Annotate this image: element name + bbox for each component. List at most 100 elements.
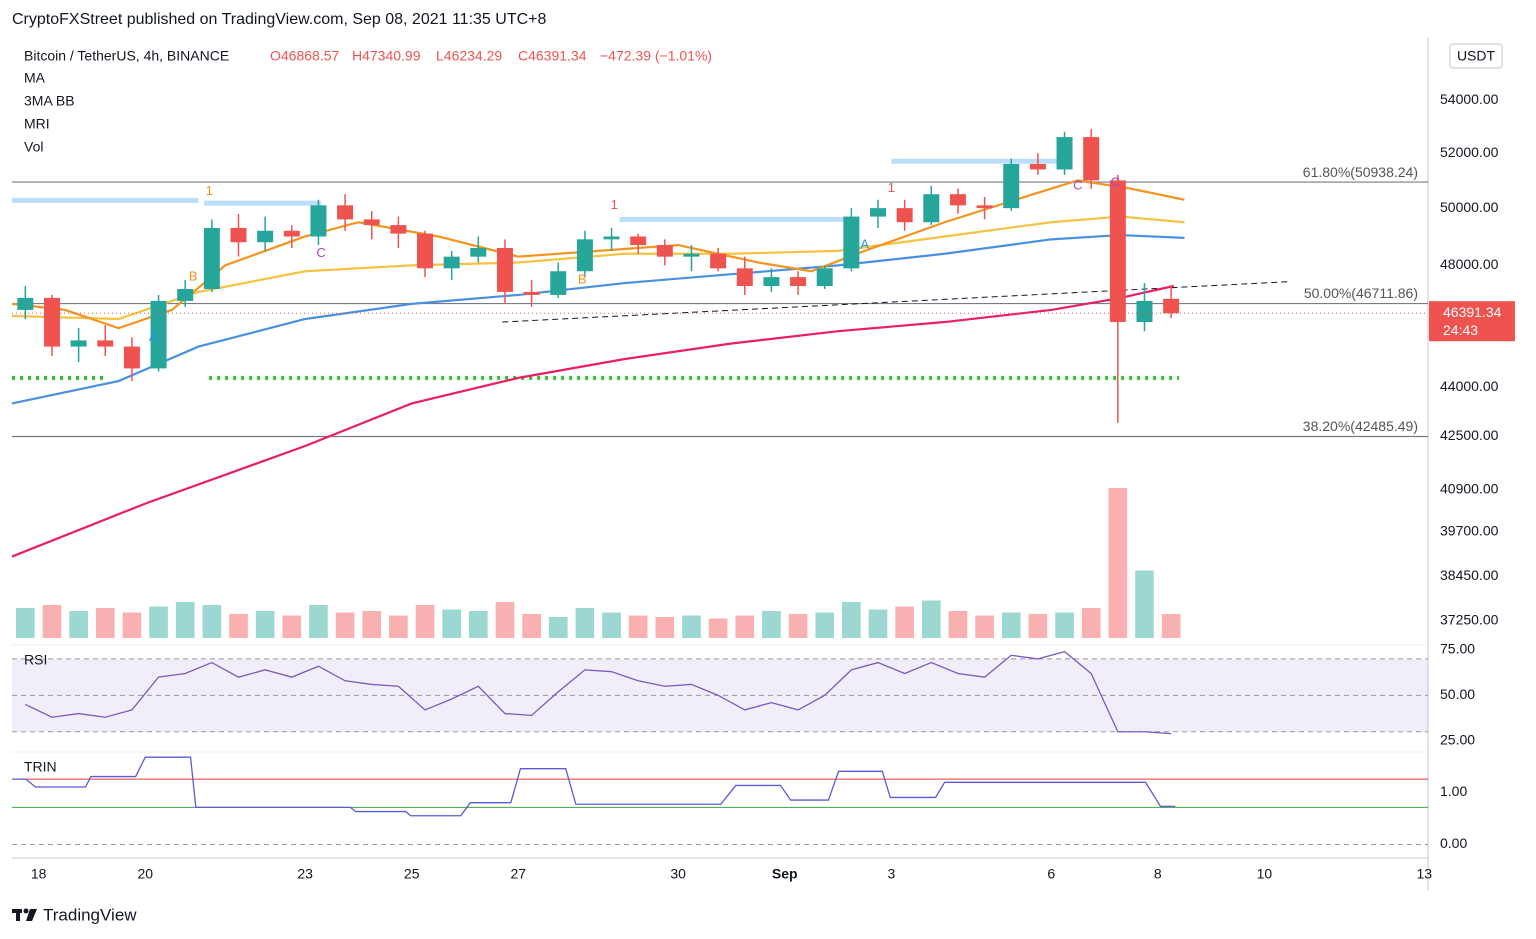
volume-bar (309, 605, 328, 638)
footer-brand: TradingView (43, 905, 137, 924)
trend-line (502, 281, 1292, 323)
candle-body (523, 291, 540, 295)
candle-body (630, 236, 647, 246)
ohlc-value: L46234.29 (436, 48, 502, 64)
y-tick-label: 40900.00 (1440, 481, 1499, 497)
y-tick-label: 37250.00 (1440, 612, 1499, 628)
volume-bar (175, 602, 195, 638)
y-tick-label: 48000.00 (1440, 256, 1499, 272)
candle-body (203, 227, 220, 289)
y-tick-label: 38450.00 (1440, 567, 1499, 583)
candle-body (1003, 163, 1020, 209)
candle-body (230, 227, 247, 243)
rsi-tick-label: 75.00 (1440, 641, 1475, 657)
signal-marker: C (316, 245, 325, 260)
rsi-tick-label: 50.00 (1440, 686, 1475, 702)
signal-marker: 1 (611, 197, 618, 212)
y-tick-label: 52000.00 (1440, 144, 1499, 160)
logo-part (23, 908, 29, 914)
volume-bar (1001, 612, 1021, 638)
candle-body (656, 245, 673, 257)
trin-tick-label: 1.00 (1440, 783, 1467, 799)
y-tick-label: 39700.00 (1440, 522, 1499, 538)
rsi-line (25, 650, 1172, 735)
signal-marker: C (1073, 177, 1082, 192)
candle-body (736, 268, 753, 286)
volume-bar (69, 611, 88, 638)
volume-bar (255, 611, 275, 638)
candle-body (390, 225, 407, 234)
signal-marker: A (860, 237, 869, 252)
fib-label: 61.80%(50938.24) (1303, 164, 1418, 180)
candle-body (550, 271, 567, 295)
x-tick-label: 6 (1047, 866, 1055, 882)
indicator-name: 3MA BB (24, 93, 75, 109)
volume-bar (895, 606, 914, 638)
moving-average (11, 233, 1185, 405)
volume-bar (122, 612, 142, 638)
last-price-box (1429, 301, 1515, 342)
ohlc-value: O46868.57 (270, 48, 339, 64)
x-tick-label: 27 (510, 866, 526, 882)
volume-bar (1055, 612, 1074, 638)
candle-body (923, 194, 940, 223)
candle-body (1109, 180, 1126, 323)
ohlc-value: C46391.34 (518, 48, 587, 64)
candle-body (683, 253, 700, 257)
rsi-tick-label: 25.00 (1440, 732, 1475, 748)
x-tick-label: 30 (670, 866, 686, 882)
volume-bar (442, 609, 461, 638)
volume-bar (575, 608, 595, 638)
candle-body (949, 194, 966, 206)
signal-marker: A (149, 329, 158, 344)
x-tick-label: Sep (772, 866, 798, 882)
indicator-name: Vol (24, 139, 43, 155)
tradingview-logo (12, 908, 37, 921)
candle-body (1136, 300, 1153, 323)
volume-bar (762, 611, 781, 638)
candle-body (816, 268, 833, 286)
candle-body (283, 230, 300, 237)
logo-part (16, 909, 20, 921)
volume-bar (1081, 608, 1101, 638)
candle-body (1083, 137, 1100, 181)
last-price-label: 46391.34 (1443, 304, 1502, 320)
volume-bar (282, 615, 302, 638)
volume-bar (735, 615, 755, 638)
trin-line (12, 756, 1176, 817)
currency: USDT (1457, 48, 1496, 64)
y-tick-label: 50000.00 (1440, 199, 1499, 215)
volume-bar (655, 617, 675, 638)
candle-body (843, 216, 860, 269)
signal-marker: B (578, 272, 587, 287)
currency-box (1449, 43, 1503, 69)
x-tick-label: 8 (1154, 866, 1162, 882)
moving-average (11, 179, 1185, 330)
signal-marker: C (1110, 175, 1119, 190)
candle-body (976, 205, 993, 209)
ohlc-value: −472.39 (−1.01%) (600, 48, 712, 64)
volume-bar (948, 611, 968, 638)
logo-part (26, 909, 37, 921)
y-tick-label: 42500.00 (1440, 427, 1499, 443)
volume-bar (495, 602, 515, 638)
volume-bar (15, 608, 35, 638)
fib-label: 50.00%(46711.86) (1304, 285, 1418, 301)
moving-average (11, 284, 1175, 558)
volume-bar (95, 608, 115, 638)
countdown: 24:43 (1443, 322, 1478, 338)
candle-body (17, 297, 34, 310)
candle-body (710, 253, 727, 269)
volume-bar (1028, 614, 1048, 638)
volume-bar (868, 609, 888, 638)
candle-body (70, 340, 87, 347)
volume-bar (548, 617, 568, 638)
volume-bar (415, 605, 435, 638)
candle-body (496, 247, 513, 292)
volume-bar (468, 611, 488, 638)
x-tick-label: 23 (297, 866, 313, 882)
symbol: Bitcoin / TetherUS, 4h, BINANCE (24, 48, 229, 64)
candle-body (310, 205, 327, 237)
